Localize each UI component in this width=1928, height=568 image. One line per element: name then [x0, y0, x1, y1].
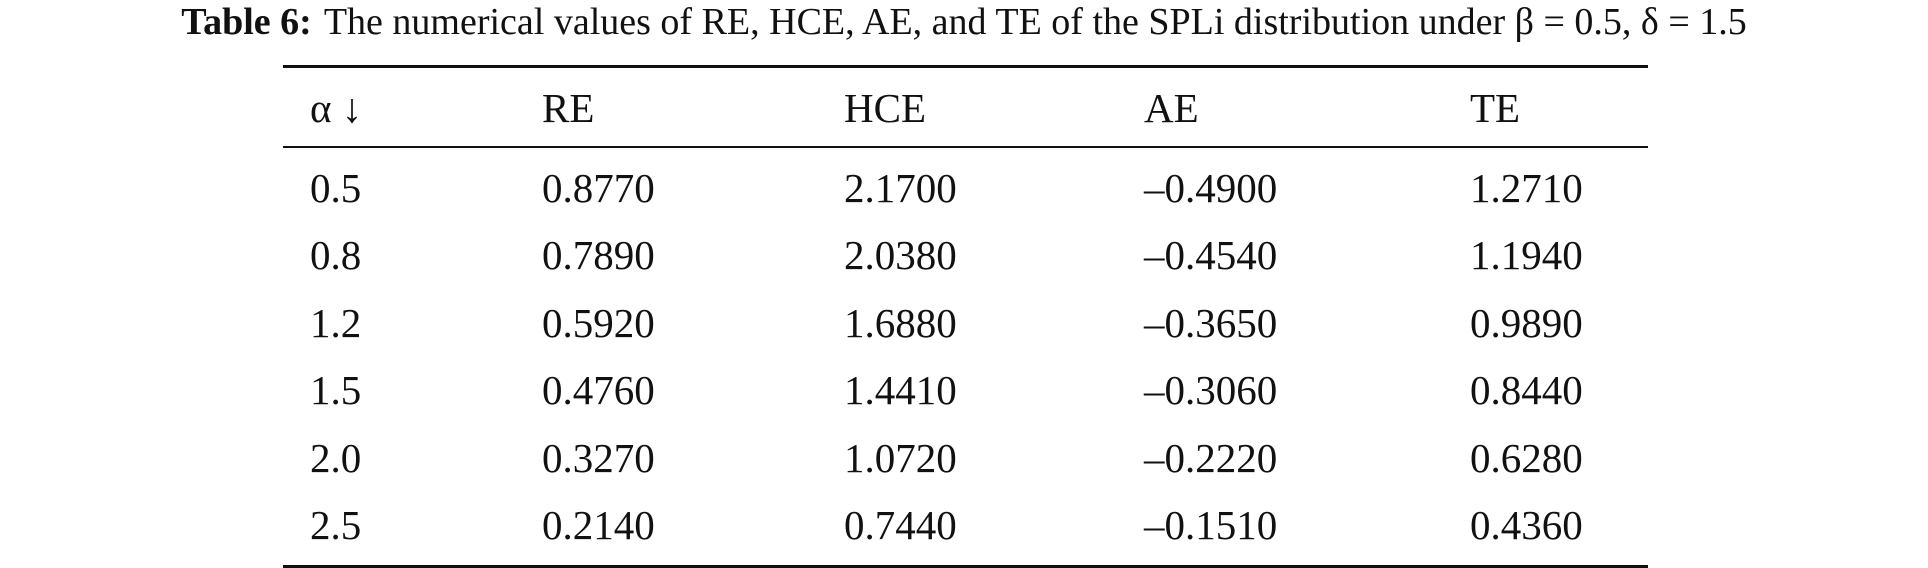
- table-cell: –0.4540: [1144, 232, 1278, 279]
- table-cell: 0.7440: [844, 502, 957, 548]
- table-cell: 1.0720: [844, 434, 957, 481]
- header-cell: TE: [1470, 85, 1521, 131]
- table-cell: 0.8: [310, 232, 362, 279]
- table-cell: 0.7890: [542, 232, 655, 279]
- table-cell: –0.2220: [1144, 434, 1278, 481]
- table-cell: 1.1940: [1470, 232, 1583, 279]
- table-cell: –0.1510: [1144, 502, 1278, 548]
- table-cell: 2.5: [310, 502, 362, 548]
- table-cell: 0.4360: [1470, 502, 1583, 548]
- header-cell: AE: [1144, 85, 1199, 131]
- table-cell: 1.5: [310, 367, 362, 414]
- table-caption: Table 6: The numerical values of RE, HCE,…: [0, 2, 1928, 42]
- table-cell: 0.5920: [542, 299, 655, 346]
- header-cell: RE: [542, 85, 595, 131]
- table-cell: 0.8770: [542, 165, 655, 211]
- table-cell: –0.3060: [1144, 367, 1278, 414]
- table-cell: 1.2710: [1470, 165, 1583, 211]
- table-cell: 0.5: [310, 165, 362, 211]
- bottom-rule: [283, 565, 1648, 568]
- table-cell: 0.3270: [542, 434, 655, 481]
- table-cell: 2.1700: [844, 165, 957, 211]
- table-cell: 0.4760: [542, 367, 655, 414]
- table-cell: 0.9890: [1470, 299, 1583, 346]
- table-cell: 2.0: [310, 434, 362, 481]
- table-cell: 1.2: [310, 299, 362, 346]
- top-rule: [283, 65, 1648, 68]
- header-cell: HCE: [844, 85, 926, 131]
- table-cell: 1.6880: [844, 299, 957, 346]
- table-cell: 1.4410: [844, 367, 957, 414]
- table-cell: 0.8440: [1470, 367, 1583, 414]
- table-cell: 2.0380: [844, 232, 957, 279]
- header-cell: α ↓: [310, 85, 363, 131]
- header-rule: [283, 146, 1648, 148]
- table-cell: –0.3650: [1144, 299, 1278, 346]
- table-cell: 0.2140: [542, 502, 655, 548]
- table-cell: 0.6280: [1470, 434, 1583, 481]
- caption-text: The numerical values of RE, HCE, AE, and…: [323, 2, 1747, 42]
- caption-label: Table 6:: [181, 2, 312, 42]
- table-cell: –0.4900: [1144, 165, 1278, 211]
